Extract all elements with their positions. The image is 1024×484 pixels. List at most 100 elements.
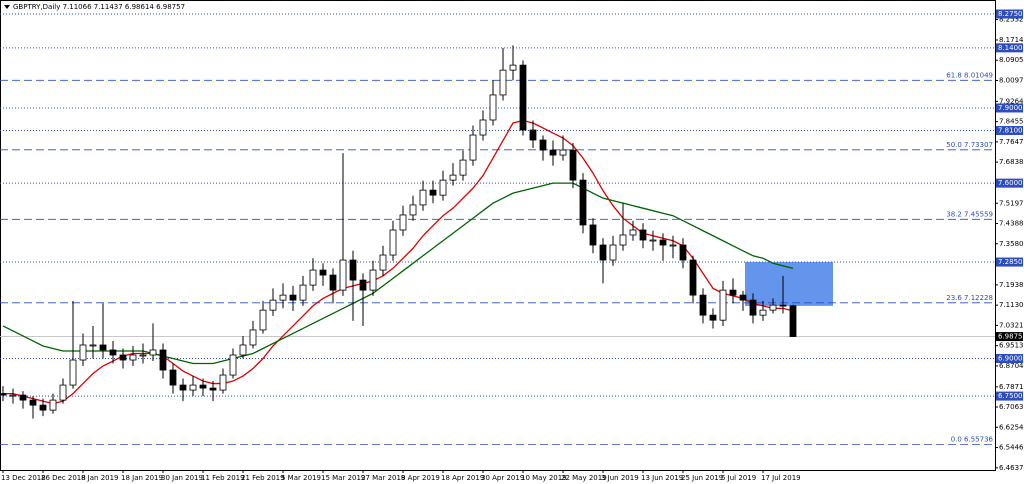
current-price-box <box>996 332 1023 342</box>
level-label: 7.90000 <box>998 104 1024 112</box>
candle-body <box>39 404 47 411</box>
candle-body <box>219 374 227 391</box>
fib-label: 0.0 6.55736 <box>951 435 994 443</box>
candle-body <box>609 244 617 261</box>
y-tick-label: 7.11300 <box>999 301 1024 309</box>
chart-title: GBPTRY,Daily 7.11066 7.11437 6.98614 6.9… <box>13 3 185 11</box>
menu-arrow <box>4 5 10 9</box>
candle-body <box>619 234 627 246</box>
price-zone <box>745 262 833 306</box>
y-tick-label: 6.78715 <box>999 383 1024 391</box>
x-tick-label: 30 Apr 2019 <box>481 474 524 482</box>
y-tick-label: 7.51970 <box>999 199 1024 207</box>
y-tick-label: 6.87045 <box>999 362 1024 370</box>
candle-body <box>509 64 517 71</box>
candle-body <box>319 269 327 276</box>
y-tick-label: 8.17140 <box>999 36 1024 44</box>
y-tick-label: 7.43885 <box>999 220 1024 228</box>
candle-body <box>489 94 497 121</box>
candle-body <box>389 229 397 256</box>
level-label: 7.81000 <box>998 127 1024 135</box>
candle-body <box>249 329 257 346</box>
candle-body <box>559 149 567 156</box>
candle-body <box>209 387 217 391</box>
x-tick-label: 10 May 2019 <box>521 474 567 482</box>
y-tick-label: 6.95130 <box>999 342 1024 350</box>
y-tick-label: 8.09055 <box>999 56 1024 64</box>
y-tick-label: 7.68385 <box>999 158 1024 166</box>
y-tick-label: 7.92640 <box>999 97 1024 105</box>
candle-body <box>29 399 37 406</box>
candle-body <box>419 189 427 206</box>
candle-body <box>89 344 97 347</box>
candle-body <box>529 129 537 141</box>
y-tick-label: 7.03215 <box>999 321 1024 329</box>
candle-body <box>639 229 647 241</box>
level-label-box <box>996 354 1023 364</box>
y-tick-label: 7.35800 <box>999 240 1024 248</box>
candle-body <box>0 393 7 396</box>
candle-body <box>569 149 577 181</box>
candle-body <box>149 349 157 356</box>
level-label-box <box>996 391 1023 401</box>
candle-body <box>789 305 797 337</box>
candle-body <box>259 309 267 331</box>
x-tick-label: 8 Jan 2019 <box>81 474 119 482</box>
plot-frame <box>0 0 996 471</box>
x-tick-label: 15 Mar 2019 <box>321 474 365 482</box>
x-tick-label: 26 Dec 2018 <box>41 474 86 482</box>
candle-body <box>19 394 27 401</box>
x-tick-label: 25 Jun 2019 <box>681 474 723 482</box>
candle-body <box>679 244 687 261</box>
candle-body <box>399 214 407 231</box>
candle-body <box>299 284 307 301</box>
candle-body <box>199 384 207 389</box>
x-tick-label: 5 Mar 2019 <box>281 474 321 482</box>
candle-body <box>689 259 697 296</box>
candle-body <box>99 344 107 351</box>
y-tick-label: 7.84555 <box>999 118 1024 126</box>
candle-body <box>59 384 67 401</box>
candle-body <box>339 259 347 291</box>
candle-body <box>69 359 77 386</box>
candle-body <box>749 299 757 316</box>
candle-body <box>589 224 597 246</box>
y-tick-label: 6.70630 <box>999 403 1024 411</box>
fib-label: 23.6 7.12228 <box>946 294 993 302</box>
candle-body <box>129 354 137 361</box>
candle-body <box>459 159 467 176</box>
candle-body <box>109 349 117 356</box>
candle-body <box>779 304 787 307</box>
x-tick-label: 11 Feb 2019 <box>201 474 245 482</box>
candle-body <box>739 294 747 301</box>
fib-label: 61.8 8.01049 <box>946 71 993 79</box>
x-tick-label: 13 Dec 2018 <box>1 474 46 482</box>
candle-body <box>329 274 337 291</box>
candle-body <box>189 384 197 391</box>
x-tick-label: 3 Jun 2019 <box>601 474 639 482</box>
candle-body <box>269 299 277 311</box>
candle-body <box>709 314 717 321</box>
x-tick-label: 13 Jun 2019 <box>641 474 683 482</box>
x-tick-label: 18 Apr 2019 <box>441 474 484 482</box>
level-label: 6.75000 <box>998 392 1024 400</box>
y-tick-label: 7.19385 <box>999 281 1024 289</box>
candle-body <box>599 244 607 261</box>
candle-body <box>539 139 547 151</box>
candle-body <box>759 309 767 316</box>
level-label-box <box>996 257 1023 267</box>
candle-body <box>9 394 17 397</box>
candle-body <box>159 349 167 371</box>
candle-body <box>719 289 727 321</box>
candle-body <box>479 119 487 136</box>
moving-average <box>3 119 794 405</box>
y-tick-label: 7.76470 <box>999 138 1024 146</box>
candle-body <box>349 259 357 281</box>
level-label-box <box>996 43 1023 53</box>
candle-body <box>239 344 247 356</box>
candle-body <box>499 69 507 96</box>
x-tick-label: 27 Mar 2019 <box>361 474 405 482</box>
candle-body <box>439 179 447 196</box>
moving-average <box>2 182 794 365</box>
